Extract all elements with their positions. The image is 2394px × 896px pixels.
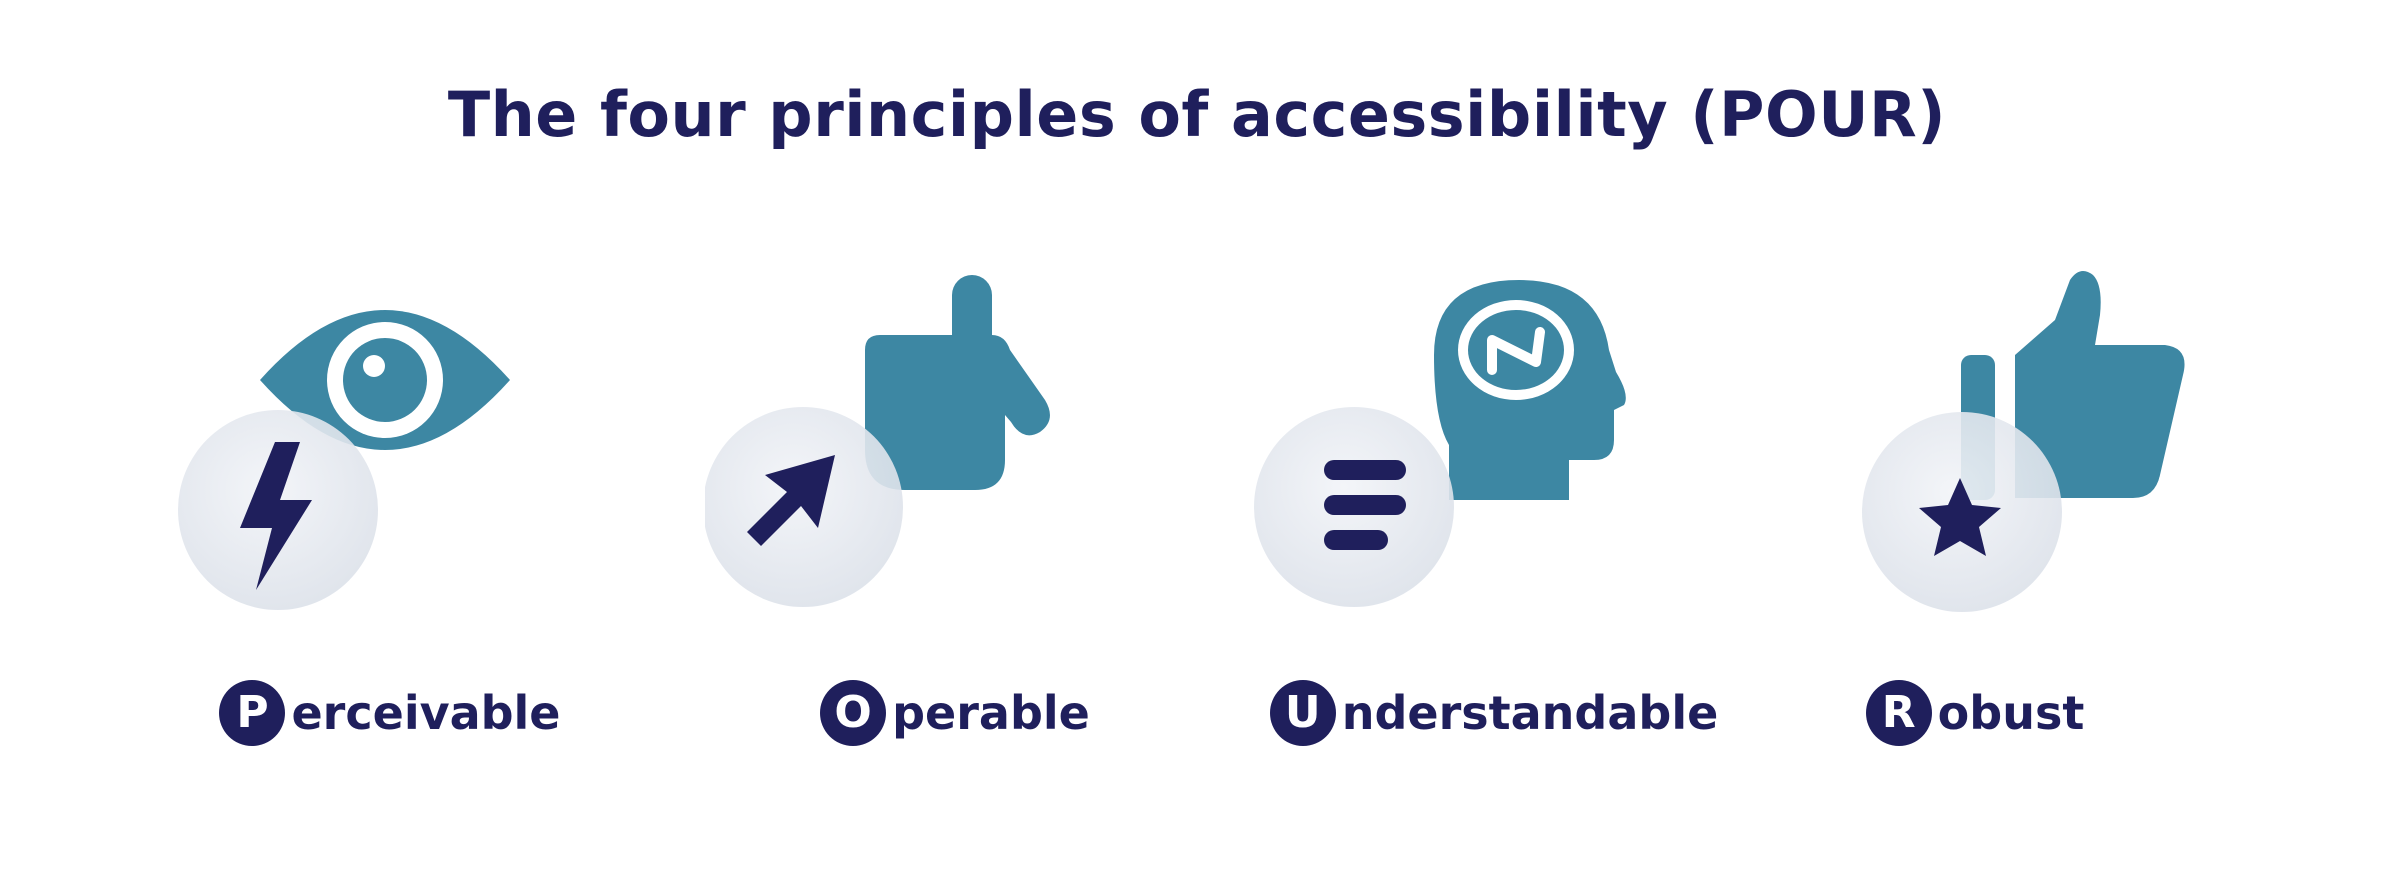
principle-perceivable: P erceivable [140,260,640,800]
pointing-hand-icon [865,275,1050,490]
page-title: The four principles of accessibility (PO… [447,78,1947,151]
text-lines-icon [1324,460,1406,550]
eye-icon [260,310,510,450]
perceivable-illustration [178,310,510,610]
principle-label: P erceivable [140,680,640,746]
initial-badge: P [219,680,286,746]
robust-illustration [1862,271,2185,612]
lightning-icon [240,442,312,590]
principle-name-rest: nderstandable [1341,686,1719,740]
cursor-icon [747,455,835,546]
principle-label: U nderstandable [1244,680,1744,746]
principle-name-rest: perable [892,686,1090,740]
operable-illustration [705,275,1050,607]
initial-badge: O [820,680,887,746]
initial-badge: R [1865,680,1932,746]
principle-understandable: U nderstandable [1244,260,1744,800]
principle-robust: R obust [1725,260,2225,800]
understandable-illustration [1254,280,1626,607]
initial-badge: U [1269,680,1336,746]
principle-label: R obust [1725,680,2225,746]
principle-label: O perable [705,680,1205,746]
principle-name-rest: erceivable [291,686,561,740]
head-brain-icon [1434,280,1626,500]
principle-operable: O perable [705,260,1205,800]
principle-name-rest: obust [1937,686,2085,740]
star-icon [1919,478,2001,556]
